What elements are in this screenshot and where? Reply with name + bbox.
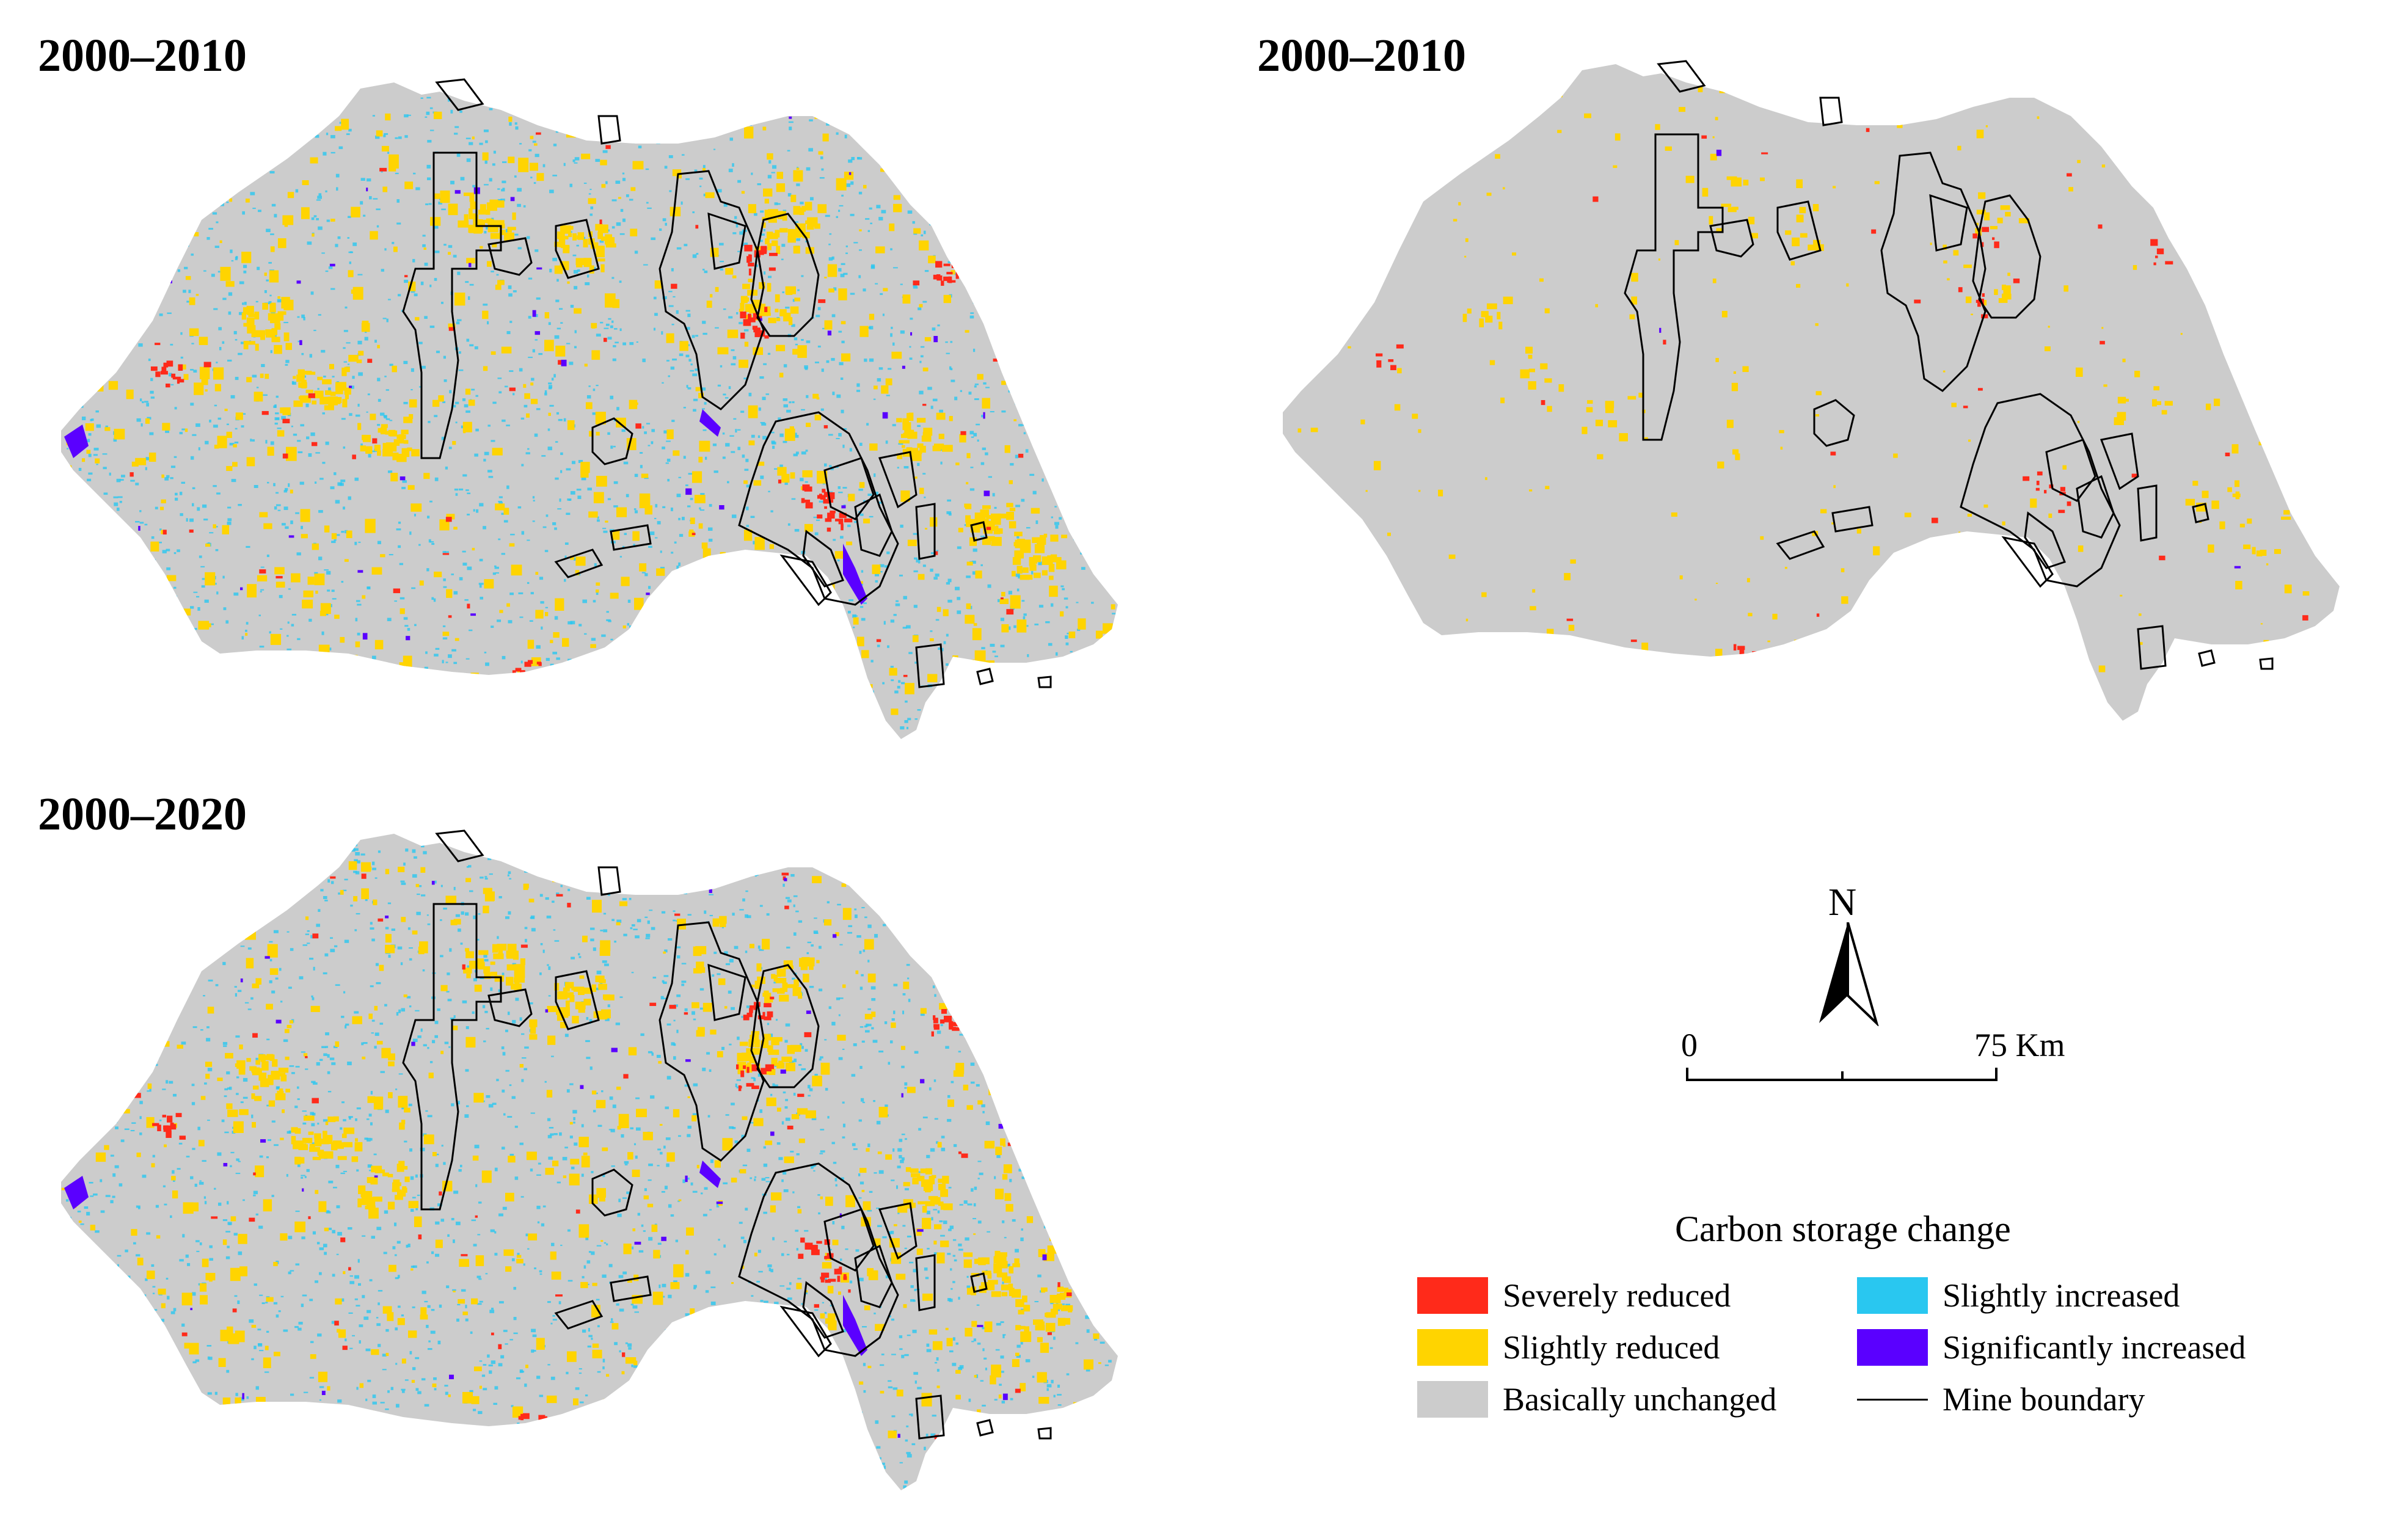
scale-bar (1686, 1068, 1998, 1081)
north-arrow-icon (1819, 922, 1879, 1026)
legend-item-slightly-reduced: Slightly reduced (1417, 1328, 1720, 1366)
legend-swatch-slightly-reduced (1417, 1329, 1488, 1366)
legend-label: Significantly increased (1943, 1329, 2246, 1366)
scale-end-label: 75 Km (1974, 1027, 2065, 1063)
legend-label: Slightly reduced (1503, 1329, 1720, 1366)
legend-label: Severely reduced (1503, 1277, 1731, 1314)
mine-boundaries (402, 78, 1052, 688)
legend-swatch-basically-unchanged (1417, 1381, 1488, 1418)
legend-item-severely-reduced: Severely reduced (1417, 1277, 1731, 1314)
map-panel-3 (61, 829, 1118, 1490)
panel-title-2: 2000–2010 (1257, 30, 1466, 81)
legend-title: Carbon storage change (1675, 1209, 2011, 1249)
scale-start-label: 0 (1681, 1027, 1698, 1063)
legend-swatch-slightly-increased (1857, 1277, 1928, 1314)
mine-boundaries (402, 829, 1052, 1440)
map-panel-2 (1283, 60, 2340, 721)
panel-title-3: 2000–2020 (38, 789, 247, 840)
legend-item-mine-boundary: Mine boundary (1857, 1380, 2145, 1418)
legend-swatch-significantly-increased (1857, 1329, 1928, 1366)
legend-item-basically-unchanged: Basically unchanged (1417, 1380, 1776, 1418)
legend-item-significantly-increased: Significantly increased (1857, 1328, 2246, 1366)
mine-boundaries (1624, 60, 2274, 670)
legend-item-slightly-increased: Slightly increased (1857, 1277, 2180, 1314)
legend-line-mine-boundary (1857, 1398, 1928, 1401)
region-area (1283, 64, 2340, 721)
map-panel-1 (61, 78, 1118, 739)
legend-label: Basically unchanged (1503, 1381, 1777, 1418)
legend-label: Mine boundary (1943, 1381, 2145, 1418)
legend-swatch-severely-reduced (1417, 1277, 1488, 1314)
panel-title-1: 2000–2010 (38, 30, 247, 81)
north-arrow-letter: N (1828, 880, 1857, 924)
legend-label: Slightly increased (1943, 1277, 2180, 1314)
region-area (61, 82, 1118, 739)
